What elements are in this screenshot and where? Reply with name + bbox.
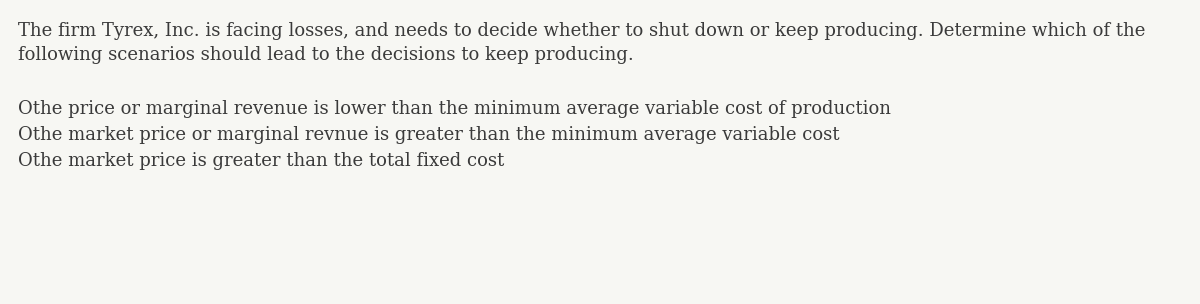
Text: Othe market price is greater than the total fixed cost: Othe market price is greater than the to… <box>18 152 504 170</box>
Text: Othe market price or marginal revnue is greater than the minimum average variabl: Othe market price or marginal revnue is … <box>18 126 840 144</box>
Text: The firm Tyrex, Inc. is facing losses, and needs to decide whether to shut down : The firm Tyrex, Inc. is facing losses, a… <box>18 22 1145 40</box>
Text: following scenarios should lead to the decisions to keep producing.: following scenarios should lead to the d… <box>18 46 634 64</box>
Text: Othe price or marginal revenue is lower than the minimum average variable cost o: Othe price or marginal revenue is lower … <box>18 100 890 118</box>
